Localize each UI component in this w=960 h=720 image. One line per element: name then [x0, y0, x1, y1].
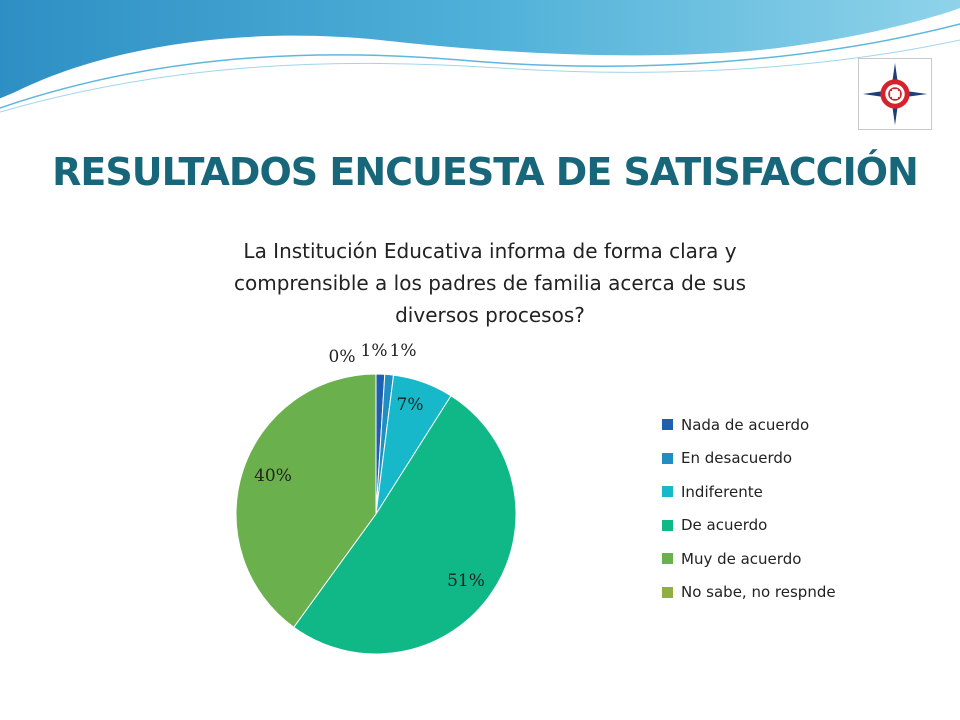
legend-swatch	[662, 586, 673, 598]
legend-item-muy-de-acuerdo: Muy de acuerdo	[662, 542, 922, 576]
legend-label: Indiferente	[681, 482, 763, 501]
legend-item-no-sabe-no-respnde: No sabe, no respnde	[662, 576, 922, 610]
legend-swatch	[662, 452, 673, 464]
legend-swatch	[662, 519, 673, 531]
legend-item-nada-de-acuerdo: Nada de acuerdo	[662, 408, 922, 442]
legend-swatch	[662, 419, 673, 431]
header-wave-decoration	[0, 0, 960, 113]
data-label-de-acuerdo: 51%	[447, 571, 485, 591]
legend-label: No sabe, no respnde	[681, 583, 836, 602]
legend-label: De acuerdo	[681, 516, 768, 535]
data-label-nada-de-acuerdo: 1%	[361, 341, 388, 361]
compass-rose-emblem-icon	[862, 62, 928, 126]
legend-item-en-desacuerdo: En desacuerdo	[662, 442, 922, 476]
data-label-no-sabe-no-respnde: 0%	[329, 347, 356, 367]
chart-title-line-1: La Institución Educativa informa de form…	[243, 239, 737, 263]
pie-slice-muy-de-acuerdo	[235, 373, 377, 628]
chart-legend: Nada de acuerdo En desacuerdo Indiferente D…	[662, 408, 922, 609]
legend-swatch	[662, 486, 673, 498]
legend-label: En desacuerdo	[681, 449, 793, 468]
chart-title-line-3: diversos procesos?	[395, 303, 585, 327]
pie-slice-de-acuerdo	[293, 395, 517, 655]
legend-swatch	[662, 553, 673, 565]
legend-item-indiferente: Indiferente	[662, 475, 922, 509]
page-title: RESULTADOS ENCUESTA DE SATISFACCIÓN	[52, 150, 919, 194]
data-label-en-desacuerdo: 1%	[390, 341, 417, 361]
legend-item-de-acuerdo: De acuerdo	[662, 509, 922, 543]
legend-label: Nada de acuerdo	[681, 415, 810, 434]
chart-title-line-2: comprensible a los padres de familia ace…	[233, 271, 746, 295]
chart-title: La Institución Educativa informa de form…	[205, 235, 775, 331]
data-label-muy-de-acuerdo: 40%	[254, 466, 292, 486]
data-label-indiferente: 7%	[397, 395, 424, 415]
legend-label: Muy de acuerdo	[681, 549, 802, 568]
institution-logo	[858, 58, 932, 130]
